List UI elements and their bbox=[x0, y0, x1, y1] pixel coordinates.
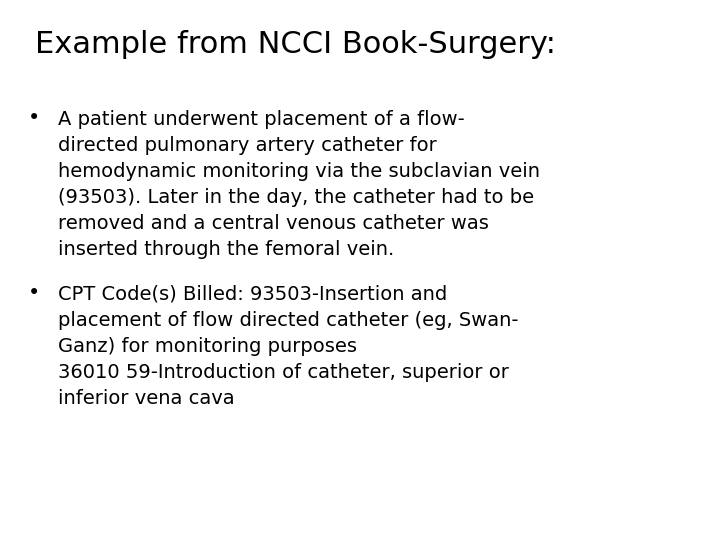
Text: CPT Code(s) Billed: 93503-Insertion and: CPT Code(s) Billed: 93503-Insertion and bbox=[58, 285, 447, 304]
Text: •: • bbox=[28, 283, 40, 303]
Text: 36010 59-Introduction of catheter, superior or: 36010 59-Introduction of catheter, super… bbox=[58, 363, 509, 382]
Text: hemodynamic monitoring via the subclavian vein: hemodynamic monitoring via the subclavia… bbox=[58, 162, 540, 181]
Text: Example from NCCI Book-Surgery:: Example from NCCI Book-Surgery: bbox=[35, 30, 556, 59]
Text: (93503). Later in the day, the catheter had to be: (93503). Later in the day, the catheter … bbox=[58, 188, 534, 207]
Text: Ganz) for monitoring purposes: Ganz) for monitoring purposes bbox=[58, 337, 357, 356]
Text: directed pulmonary artery catheter for: directed pulmonary artery catheter for bbox=[58, 136, 437, 155]
Text: •: • bbox=[28, 108, 40, 128]
Text: placement of flow directed catheter (eg, Swan-: placement of flow directed catheter (eg,… bbox=[58, 311, 518, 330]
Text: inserted through the femoral vein.: inserted through the femoral vein. bbox=[58, 240, 395, 259]
Text: A patient underwent placement of a flow-: A patient underwent placement of a flow- bbox=[58, 110, 464, 129]
Text: inferior vena cava: inferior vena cava bbox=[58, 389, 235, 408]
Text: removed and a central venous catheter was: removed and a central venous catheter wa… bbox=[58, 214, 489, 233]
